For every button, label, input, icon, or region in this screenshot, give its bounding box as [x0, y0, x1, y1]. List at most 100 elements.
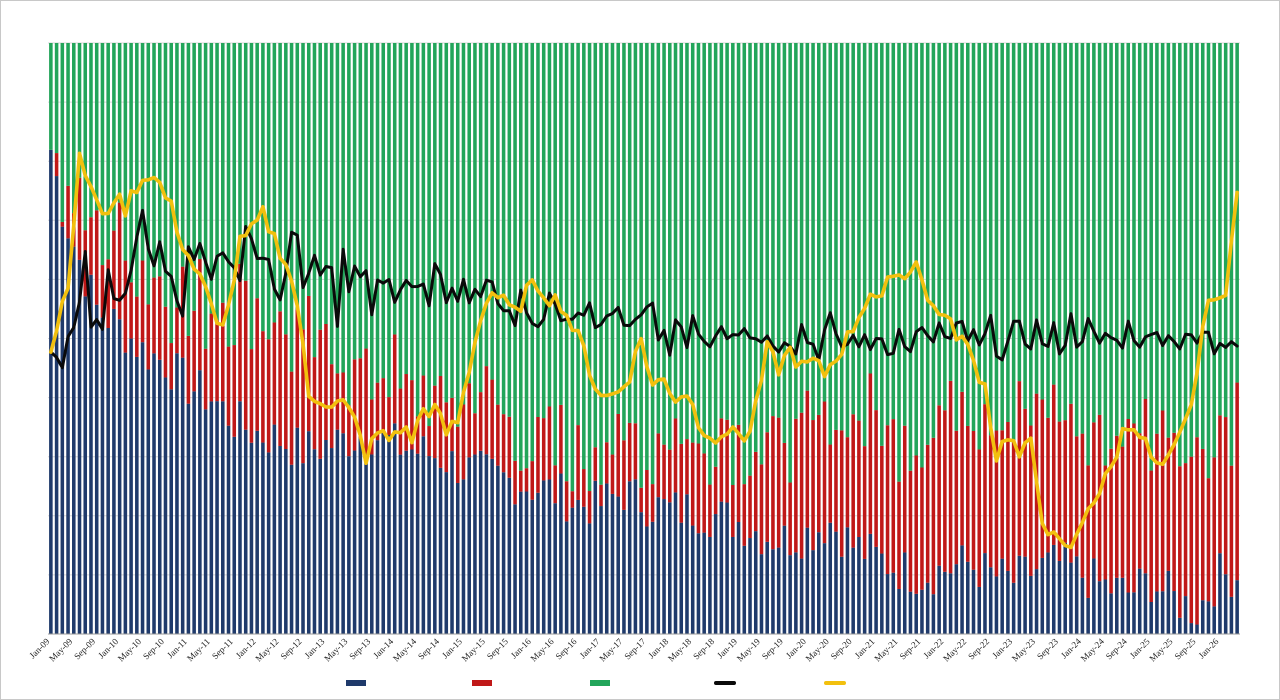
bar-segment-series2: [1195, 437, 1199, 625]
bar-segment-series1: [1166, 570, 1171, 634]
bar-segment-series2: [587, 491, 592, 524]
bar-segment-series2: [140, 260, 145, 343]
bar-segment-series2: [616, 413, 620, 497]
bar-segment-series3: [908, 43, 913, 471]
bar-segment-series1: [519, 491, 523, 634]
bar-segment-series1: [610, 493, 615, 634]
bar-segment-series1: [576, 499, 580, 634]
x-tick-label: May-23: [1010, 636, 1038, 664]
bar-segment-series3: [427, 43, 431, 427]
bar-segment-series3: [851, 43, 855, 415]
series-line-line2: [49, 151, 1239, 550]
bar-segment-series3: [123, 43, 128, 261]
bar-segment-series1: [708, 536, 712, 634]
bar-segment-series2: [392, 334, 397, 424]
bar-segment-series1: [742, 545, 747, 634]
x-tick-label: May-12: [253, 636, 280, 663]
bar-segment-series1: [501, 472, 506, 634]
bar-segment-series1: [123, 352, 128, 634]
bar-segment-series2: [736, 424, 741, 522]
bar-segment-series1: [249, 442, 254, 634]
bar-segment-series1: [587, 523, 592, 634]
bar-segment-series1: [421, 436, 426, 634]
bar-segment-series2: [261, 331, 265, 443]
bar-segment-series3: [1132, 43, 1136, 424]
bar-segment-series3: [89, 43, 93, 218]
bar-segment-series2: [897, 481, 901, 589]
bar-segment-series3: [633, 43, 638, 424]
bar-segment-series3: [668, 43, 672, 450]
bar-segment-series1: [203, 409, 208, 634]
bar-segment-series2: [123, 260, 128, 353]
bar-segment-series2: [324, 323, 328, 441]
bar-segment-series2: [186, 335, 191, 404]
bar-segment-series3: [937, 43, 941, 406]
bar-segment-series2: [874, 410, 878, 547]
x-tick-label: May-16: [528, 636, 556, 664]
bar-segment-series1: [450, 451, 454, 634]
bar-segment-series1: [553, 503, 557, 634]
bar-segment-series3: [885, 43, 890, 426]
bar-segment-series2: [352, 359, 357, 451]
series-lines: [49, 151, 1239, 550]
bar-segment-series3: [719, 43, 724, 419]
bar-segment-series1: [771, 549, 775, 634]
bar-segment-series3: [1183, 43, 1188, 464]
x-tick-label: Sep-24: [1104, 636, 1129, 661]
bar-segment-series1: [198, 370, 202, 634]
bar-segment-series2: [1143, 399, 1148, 574]
bar-segment-series3: [1195, 43, 1199, 438]
bar-segment-series1: [891, 572, 896, 634]
bar-segment-series1: [364, 453, 368, 634]
bar-segment-series1: [1155, 591, 1159, 634]
bar-segment-series3: [1051, 43, 1056, 385]
bar-segment-series3: [306, 43, 311, 296]
bar-segment-series3: [243, 43, 248, 281]
legend-swatch: [472, 680, 492, 686]
bar-segment-series2: [358, 358, 363, 439]
bar-segment-series2: [1006, 421, 1010, 571]
bar-segment-series3: [375, 43, 380, 383]
bar-segment-series2: [203, 348, 208, 410]
bar-segment-series1: [937, 565, 941, 634]
bar-segment-series1: [943, 571, 947, 634]
bar-segment-series1: [1046, 552, 1050, 634]
bar-segment-series3: [1097, 43, 1102, 415]
bar-segment-series3: [788, 43, 792, 483]
bar-segment-series2: [1183, 463, 1188, 597]
bar-segment-series3: [1103, 43, 1108, 466]
x-tick-label: May-25: [1147, 636, 1175, 664]
bar-segment-series3: [490, 43, 494, 380]
bar-segment-series3: [1120, 43, 1125, 447]
bar-segment-series1: [1029, 575, 1033, 634]
bar-segment-series1: [507, 477, 512, 634]
bar-segment-series2: [719, 418, 724, 502]
bar-segment-series2: [753, 451, 758, 532]
bar-segment-series3: [541, 43, 546, 419]
bar-segment-series1: [914, 593, 918, 634]
bar-segment-series3: [753, 43, 758, 452]
bar-segment-series1: [839, 556, 844, 634]
x-tick-label: Sep-13: [347, 636, 372, 661]
bar-segment-series1: [1017, 555, 1022, 634]
bar-segment-series1: [1160, 591, 1165, 634]
bar-segment-series3: [599, 43, 603, 485]
bar-segment-series2: [146, 304, 151, 370]
bar-segment-series1: [152, 353, 156, 634]
bar-segment-series2: [66, 185, 70, 239]
bar-segment-series3: [519, 43, 523, 471]
bar-segment-series2: [301, 329, 305, 464]
bar-segment-series3: [358, 43, 363, 359]
bar-segment-series1: [392, 423, 397, 634]
bar-segment-series1: [1149, 602, 1153, 634]
bar-segment-series3: [650, 43, 655, 485]
bar-segment-series3: [559, 43, 563, 405]
x-tick-label: Sep-14: [416, 636, 441, 661]
bar-segment-series3: [507, 43, 512, 417]
bar-segment-series2: [668, 449, 672, 503]
bar-segment-series2: [1212, 457, 1216, 607]
bar-segment-series3: [622, 43, 626, 441]
x-tick-label: Jan-26: [1196, 636, 1220, 660]
bar-segment-series3: [106, 43, 110, 260]
bar-segment-series3: [576, 43, 580, 426]
